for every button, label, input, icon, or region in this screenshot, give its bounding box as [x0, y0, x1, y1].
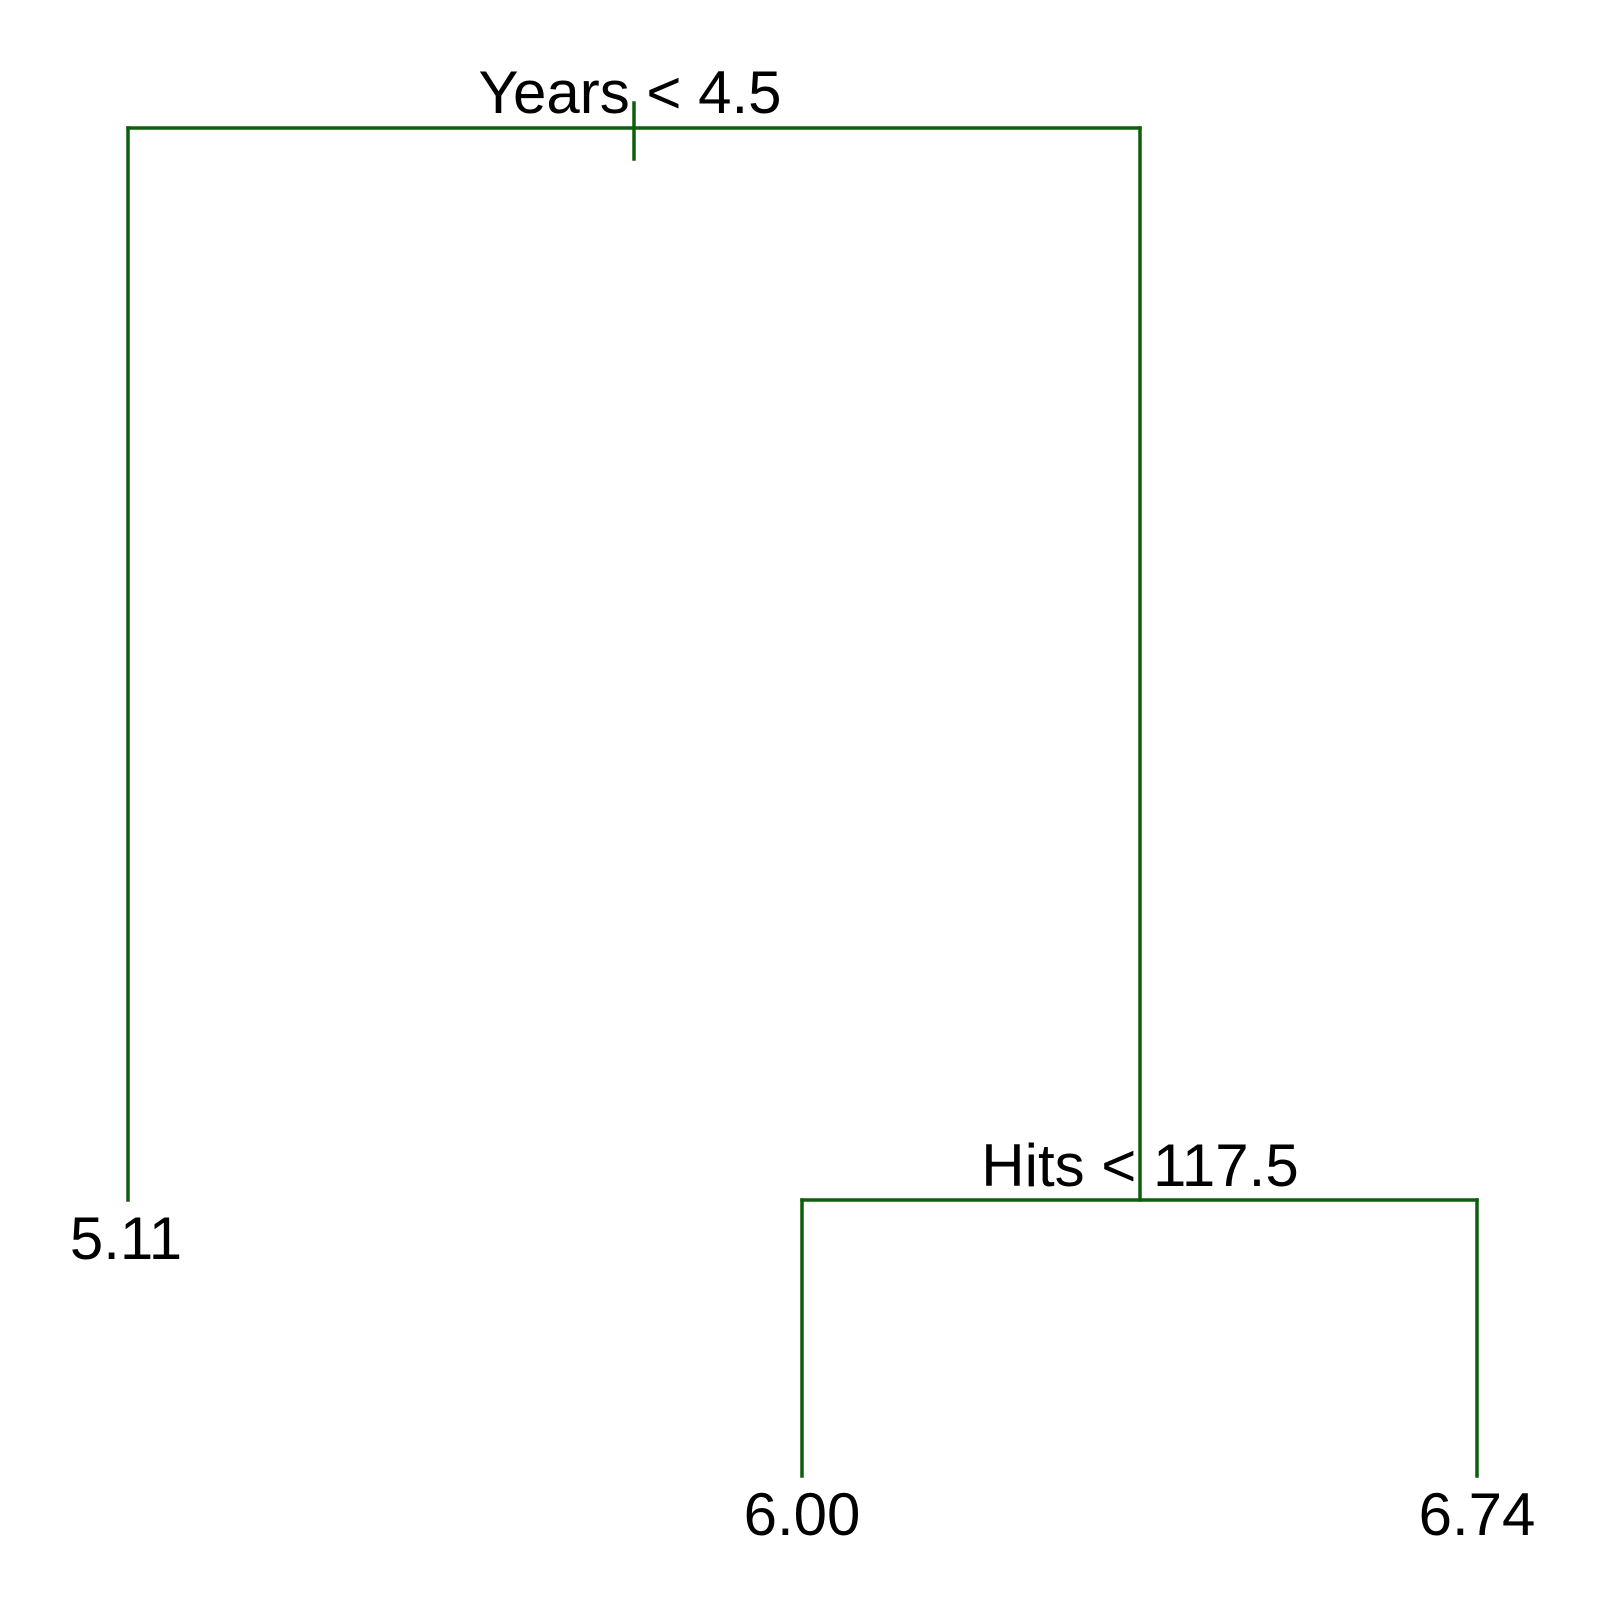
split-label: Hits < 117.5	[981, 1132, 1298, 1199]
leaf-label: 5.11	[70, 1205, 182, 1272]
leaf-label: 6.74	[1419, 1481, 1536, 1548]
leaf-label: 6.00	[744, 1481, 861, 1548]
split-label: Years < 4.5	[478, 59, 781, 126]
